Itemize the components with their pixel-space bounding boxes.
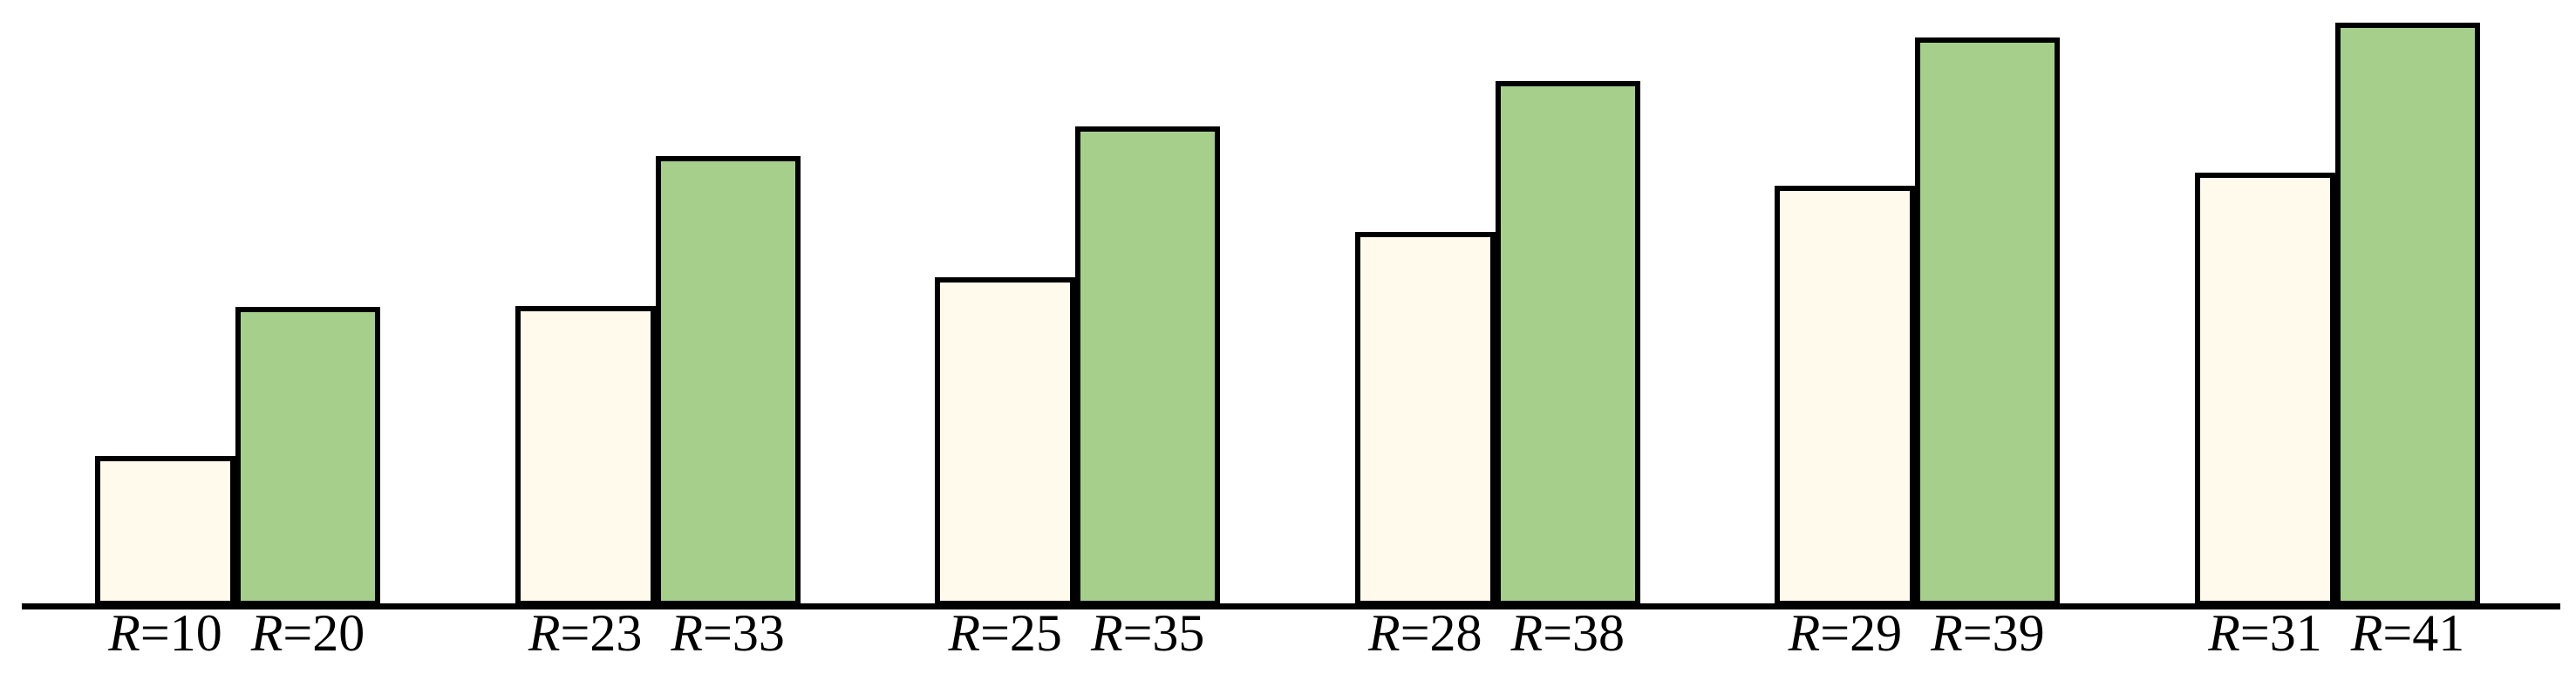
bar-R-20: R=20 (235, 307, 380, 661)
bar-label-variable: R (1090, 604, 1123, 662)
bar-label-variable: R (2350, 604, 2383, 662)
bar-label-value: =29 (1820, 604, 1903, 662)
bar-label-variable: R (2208, 604, 2240, 662)
bar-R-25: R=25 (935, 277, 1076, 661)
bar-label-variable: R (250, 604, 283, 662)
bar-label: R=41 (2351, 606, 2465, 661)
bar-label-variable: R (671, 604, 703, 662)
bar-label: R=25 (948, 606, 1062, 661)
bar-label-value: =33 (703, 604, 785, 662)
bar-group: R=25 R=35 (935, 126, 1221, 661)
bar-R-39: R=39 (1915, 37, 2061, 661)
bar-group: R=29 R=39 (1775, 37, 2061, 661)
bar-group: R=23 R=33 (515, 156, 801, 661)
bar-label: R=35 (1091, 606, 1205, 661)
bar-label-value: =39 (1962, 604, 2045, 662)
bar-label-variable: R (1931, 604, 1963, 662)
bar-label-variable: R (1510, 604, 1544, 662)
x-axis-line (22, 603, 2560, 609)
bar-label: R=31 (2208, 606, 2322, 661)
bar-label-value: =41 (2382, 604, 2465, 662)
bar-label-value: =35 (1122, 604, 1205, 662)
bar-label: R=29 (1789, 606, 1903, 661)
bar-label: R=20 (251, 606, 365, 661)
bar-label-variable: R (1368, 604, 1400, 662)
bar-label: R=33 (671, 606, 785, 661)
bar-R-10: R=10 (95, 456, 235, 661)
bar-label: R=23 (528, 606, 643, 661)
bar-label-value: =25 (980, 604, 1062, 662)
bar-label-variable: R (1788, 604, 1821, 662)
bar-R-35: R=35 (1075, 126, 1221, 661)
bar-groups: R=10 R=20 R=23 R=33 R=25 R=35 R=28 R=38 … (95, 23, 2480, 661)
bar-label-variable: R (108, 604, 140, 662)
bar-group: R=28 R=38 (1354, 81, 1640, 661)
bar-label-value: =28 (1400, 604, 1482, 662)
bar-label: R=38 (1511, 606, 1625, 661)
bar-group: R=10 R=20 (95, 307, 380, 661)
bar-R-28: R=28 (1354, 232, 1496, 661)
bar-group: R=31 R=41 (2194, 23, 2480, 661)
bar-R-41: R=41 (2334, 23, 2480, 661)
bar-label-value: =20 (283, 604, 365, 662)
bar-label-value: =23 (560, 604, 643, 662)
bar-R-23: R=23 (515, 306, 656, 661)
bar-label-variable: R (528, 604, 561, 662)
bar-label-value: =31 (2239, 604, 2322, 662)
bar-label-value: =10 (140, 604, 222, 662)
bar-label: R=28 (1368, 606, 1482, 661)
bar-label-variable: R (948, 604, 981, 662)
bar-R-29: R=29 (1775, 186, 1916, 661)
bar-label: R=39 (1931, 606, 2045, 661)
bar-label-value: =38 (1543, 604, 1625, 662)
bar-R-38: R=38 (1495, 81, 1640, 661)
bar-R-31: R=31 (2194, 173, 2335, 661)
bar-label: R=10 (108, 606, 222, 661)
bar-R-33: R=33 (655, 156, 801, 661)
